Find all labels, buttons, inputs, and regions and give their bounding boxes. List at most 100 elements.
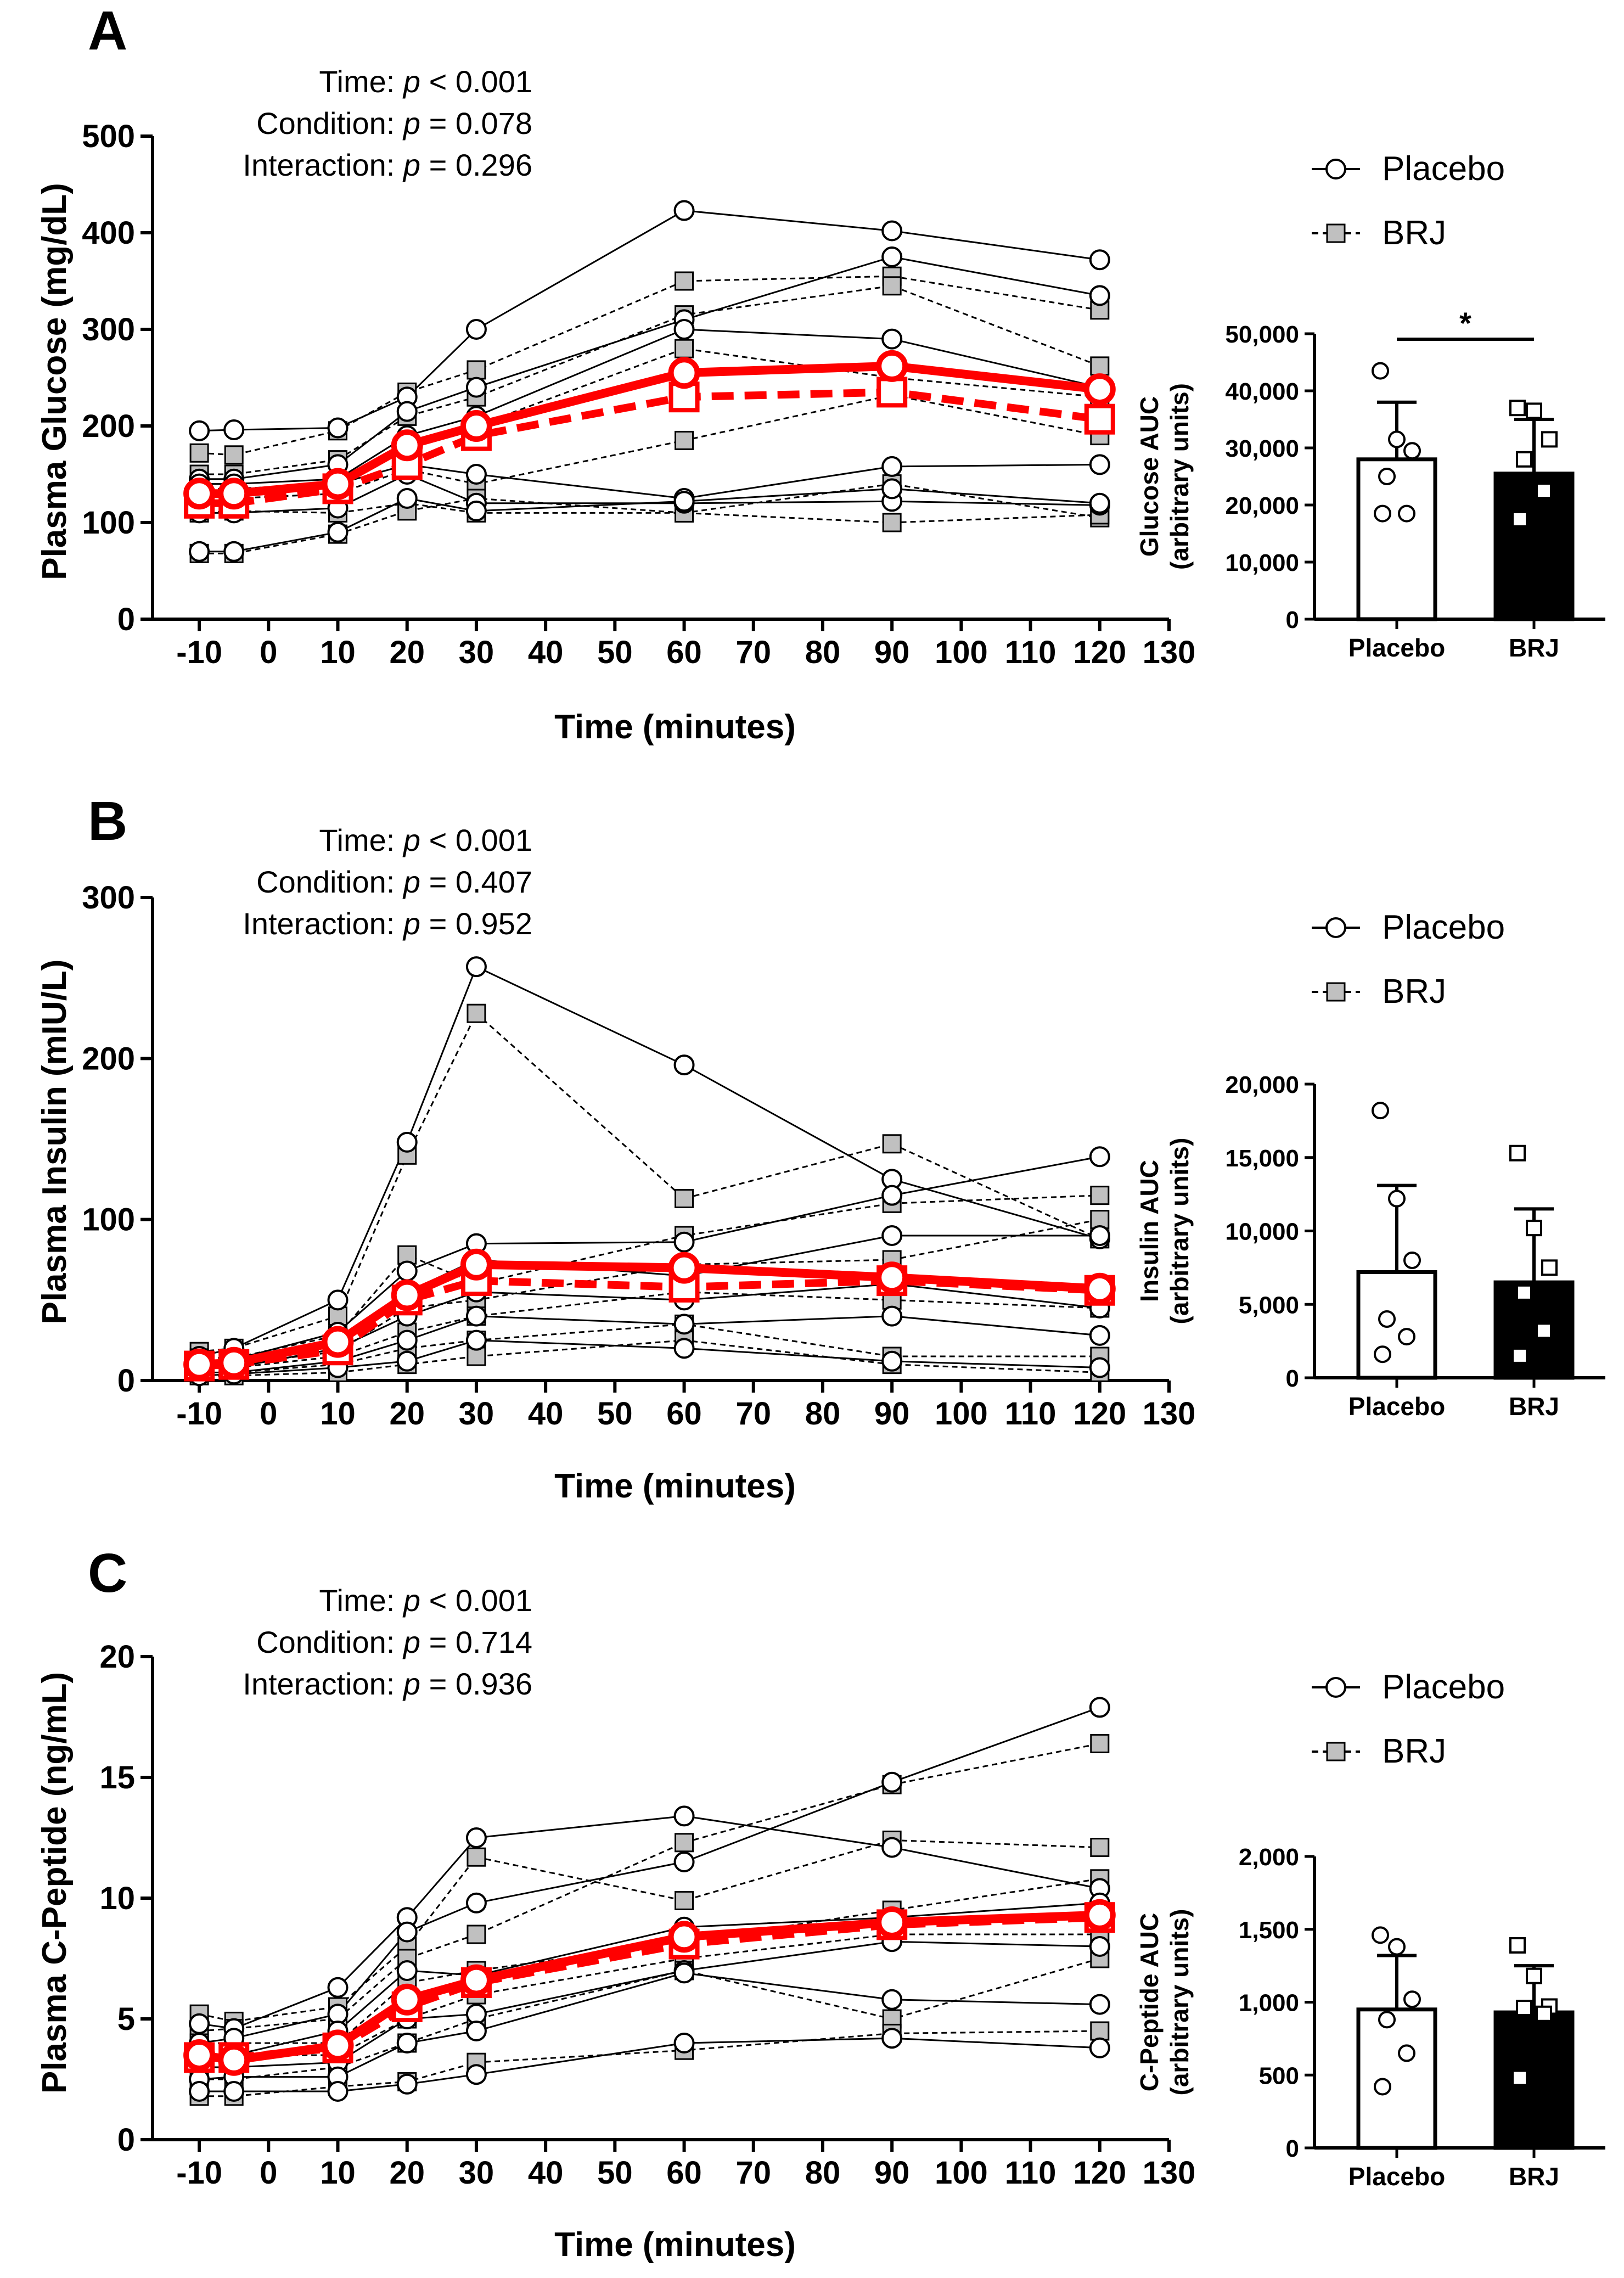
panel-c-auc-placebo-point (1403, 1990, 1421, 2008)
panel-a-auc-placebo-point (1403, 442, 1421, 460)
panel-c-brj-individual-line (199, 1742, 1100, 2032)
panel-a-placebo-mean-point (218, 478, 250, 510)
panel-a: A Plasma Glucose (mg/dL) Time (minutes) … (36, 0, 1605, 746)
panel-a-auc-y-tick-label: 10,000 (1225, 549, 1299, 576)
panel-b-y-tick-label: 0 (117, 1363, 135, 1399)
panel-a-auc-y-tick-label: 0 (1286, 607, 1299, 633)
panel-a-placebo-mean-point (322, 468, 354, 500)
panel-a-brj-individual-line (199, 483, 1100, 519)
panel-c-placebo-mean-point (668, 1921, 700, 1953)
panel-c-auc-placebo-point (1388, 1938, 1406, 1956)
panel-b-placebo-mean-point (1083, 1272, 1116, 1305)
panel-b-placebo-point (1089, 1225, 1110, 1246)
panel-c-placebo-point (396, 2073, 418, 2095)
panel-a-auc-y-axis-subtitle: (arbitrary units) (1165, 383, 1194, 570)
panel-c-placebo-point (673, 1962, 695, 1984)
panel-a-auc-y-tick-label: 50,000 (1225, 321, 1299, 348)
panel-b-placebo-mean-point (391, 1279, 423, 1311)
panel-a-y-axis-title: Plasma Glucose (mg/dL) (36, 183, 74, 580)
panel-c-placebo-point (465, 1892, 487, 1914)
panel-c-brj-point (467, 1847, 486, 1867)
panel-c-stat-condition: Condition: p = 0.714 (256, 1625, 532, 1659)
panel-a-x-tick-label: 100 (935, 635, 988, 670)
panel-c-placebo-point (673, 2033, 695, 2053)
panel-b-line-chart: 0 100 200 300 -10 0 10 20 30 40 50 60 70 80 90 100 110 12… (82, 880, 1195, 1432)
panel-a-placebo-point (465, 377, 487, 398)
panel-a-x-tick-label: 70 (736, 635, 772, 670)
panel-c-x-tick-label: 90 (874, 2155, 910, 2191)
panel-b-placebo-point (327, 1289, 349, 1311)
panel-c-placebo-individual-line (199, 1706, 1100, 2044)
panel-b-placebo-mean-point (668, 1252, 700, 1284)
panel-b-placebo-point (396, 1329, 418, 1351)
panel-c-placebo-individual-line (199, 1815, 1100, 2030)
panel-c-brj-point (467, 1924, 486, 1944)
panel-b-auc-placebo-point (1372, 1102, 1389, 1120)
panel-b-placebo-mean-point (183, 1348, 216, 1381)
panel-a-auc-y-tick-label: 30,000 (1225, 435, 1299, 462)
panel-c-placebo-point (673, 1805, 695, 1827)
panel-c-auc-brj-point (1526, 1967, 1542, 1984)
panel-a-auc-chart: Glucose AUC (arbitrary units) 0 10,000 20,00… (1135, 306, 1605, 662)
panel-a-auc-placebo-point (1374, 504, 1391, 523)
panel-c-placebo-mean-point (218, 2044, 250, 2076)
panel-b-auc-y-tick-label: 20,000 (1225, 1071, 1299, 1098)
panel-b-auc-brj-point (1516, 1284, 1532, 1301)
panel-a-placebo-point (396, 401, 418, 422)
panel-a-brj-point (1090, 356, 1110, 376)
panel-b-y-tick-label: 100 (82, 1202, 135, 1238)
panel-b-legend: Placebo BRJ (1312, 908, 1505, 1011)
panel-a-placebo-point (1089, 285, 1110, 306)
panel-c-placebo-point (881, 1989, 903, 2010)
panel-b-auc-placebo-point (1374, 1345, 1391, 1364)
panel-c-placebo-point (189, 2013, 210, 2034)
panel-c-placebo-mean-point (1083, 1899, 1116, 1931)
panel-c-brj-individual-line (199, 1839, 1100, 2022)
panel-b-brj-point (1090, 1186, 1110, 1205)
panel-c-auc-category-label: BRJ (1509, 2162, 1559, 2191)
panel-c-placebo-individual-line (199, 2037, 1100, 2092)
panel-a-auc-placebo-point (1372, 362, 1389, 380)
panel-a-placebo-point (881, 478, 903, 500)
panel-a-stat-time: Time: p < 0.001 (319, 64, 532, 99)
panel-c-placebo-individual-line (199, 1902, 1100, 2056)
panel-c-brj-individual-line (199, 1957, 1100, 2080)
panel-b-auc-placebo-point (1378, 1310, 1396, 1328)
panel-b-auc-bar-brj (1493, 1280, 1575, 1380)
panel-b-placebo-point (396, 1131, 418, 1153)
panel-c-auc-brj-point (1509, 1937, 1526, 1954)
panel-b-placebo-mean-point (218, 1346, 250, 1379)
panel-a-brj-point (882, 513, 902, 532)
panel-a-placebo-individual-line (199, 487, 1100, 553)
panel-c-placebo-point (189, 2081, 210, 2102)
panel-a-x-tick-label: 40 (528, 635, 564, 670)
panel-a-placebo-point (189, 420, 210, 441)
panel-c-y-tick-label: 0 (117, 2122, 135, 2158)
panel-c-placebo-point (1089, 1697, 1110, 1718)
panel-c: C Plasma C-Peptide (ng/mL) Time (minutes… (36, 1542, 1605, 2264)
panel-a-brj-point (675, 339, 694, 358)
panel-b-auc-placebo-point (1388, 1190, 1406, 1208)
panel-c-placebo-point (396, 2033, 418, 2053)
panel-c-x-tick-label: 110 (1005, 2155, 1057, 2191)
panel-c-brj-point (1090, 2021, 1110, 2041)
panel-a-placebo-point (327, 417, 349, 439)
panel-c-placebo-point (1089, 1994, 1110, 2015)
panel-a-placebo-point (881, 456, 903, 477)
panel-b-auc-placebo-point (1398, 1328, 1415, 1346)
panel-b-auc-brj-point (1509, 1144, 1526, 1162)
panel-a-stat-condition: Condition: p = 0.078 (256, 106, 532, 141)
panel-c-x-tick-label: 120 (1073, 2155, 1126, 2191)
panel-a-auc-brj-point (1511, 511, 1528, 528)
panel-a-placebo-mean-point (1083, 373, 1116, 406)
panel-c-auc-category-label: Placebo (1348, 2162, 1445, 2191)
panel-a-placebo-point (189, 541, 210, 562)
panel-c-auc-y-tick-label: 0 (1286, 2135, 1299, 2162)
panel-b-x-axis-title: Time (minutes) (554, 1467, 796, 1505)
panel-a-placebo-mean-point (183, 478, 216, 510)
panel-c-x-tick-label: 100 (935, 2155, 988, 2191)
panel-b-auc-bar-placebo (1356, 1270, 1437, 1380)
panel-b-auc-y-tick-label: 0 (1286, 1365, 1299, 1392)
panel-b-placebo-point (673, 1231, 695, 1253)
